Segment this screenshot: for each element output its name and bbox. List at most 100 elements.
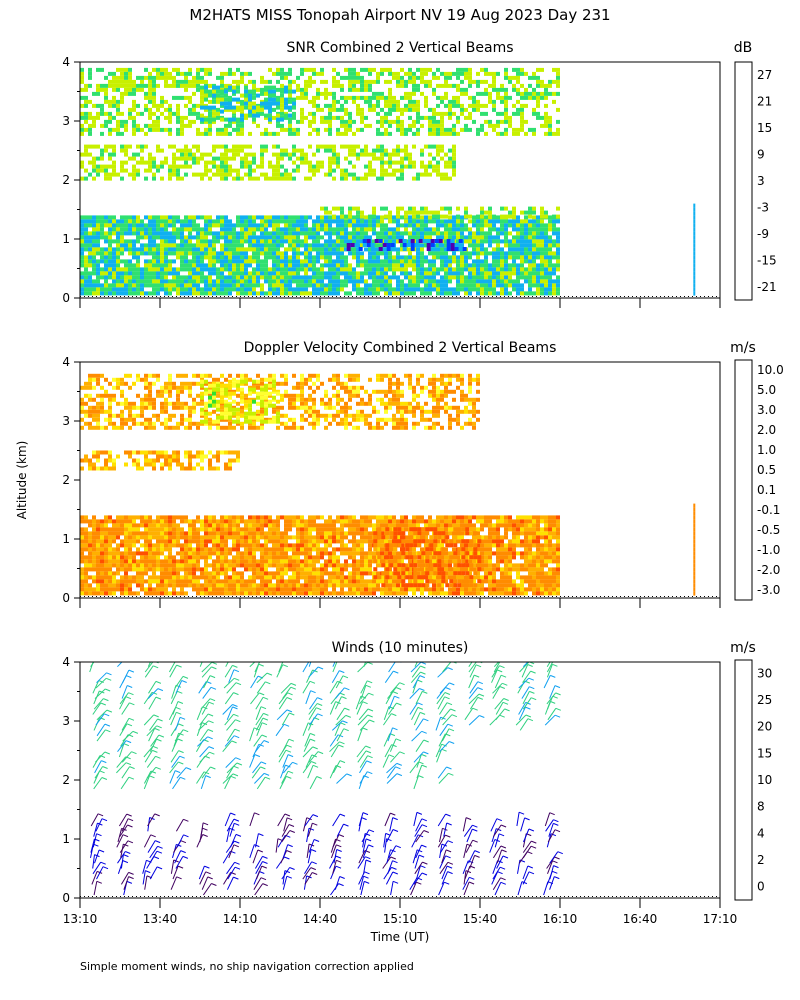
heatmap-cell [276, 235, 280, 240]
heatmap-cell [276, 164, 280, 169]
heatmap-cell [360, 176, 364, 181]
heatmap-cell [148, 547, 152, 552]
heatmap-cell [388, 156, 392, 161]
heatmap-cell [484, 131, 488, 136]
heatmap-cell [224, 101, 228, 106]
heatmap-cell [422, 239, 427, 243]
heatmap-cell [96, 575, 100, 580]
heatmap-cell [184, 559, 188, 564]
heatmap-cell [212, 148, 216, 153]
heatmap-cell [156, 523, 160, 528]
heatmap-cell [428, 235, 432, 240]
heatmap-cell [112, 227, 116, 232]
heatmap-cell [84, 543, 88, 548]
heatmap-cell [276, 97, 280, 102]
heatmap-cell [312, 115, 316, 120]
heatmap-cell [352, 271, 356, 276]
heatmap-cell [536, 215, 540, 220]
heatmap-cell [528, 127, 532, 132]
heatmap-cell [464, 235, 468, 240]
heatmap-cell [236, 123, 240, 128]
heatmap-cell [308, 99, 312, 104]
heatmap-cell [332, 263, 336, 268]
heatmap-cell [244, 219, 248, 224]
heatmap-cell [252, 215, 256, 220]
heatmap-cell [156, 168, 160, 173]
heatmap-cell [380, 215, 384, 220]
heatmap-cell [256, 255, 260, 260]
heatmap-cell [84, 287, 88, 292]
heatmap-cell [188, 107, 192, 112]
heatmap-cell [348, 214, 352, 219]
heatmap-cell [452, 131, 456, 136]
heatmap-cell [464, 275, 468, 280]
heatmap-cell [556, 75, 560, 80]
heatmap-cell [100, 267, 104, 272]
heatmap-cell [400, 176, 404, 181]
heatmap-cell [540, 227, 544, 232]
heatmap-cell [368, 103, 372, 108]
heatmap-cell [92, 156, 96, 161]
heatmap-cell [152, 160, 156, 165]
heatmap-cell [324, 172, 328, 177]
heatmap-cell [176, 219, 180, 224]
heatmap-cell [216, 89, 220, 94]
heatmap-cell [276, 243, 280, 248]
heatmap-cell [148, 79, 152, 84]
heatmap-cell [416, 287, 420, 292]
heatmap-cell [476, 255, 480, 260]
heatmap-cell [508, 283, 512, 288]
y-tick-label: 1 [62, 232, 70, 246]
heatmap-cell [440, 144, 444, 149]
heatmap-cell [420, 160, 424, 165]
heatmap-cell [344, 275, 348, 280]
heatmap-cell [532, 95, 536, 100]
heatmap-cell [176, 539, 180, 544]
heatmap-cell [272, 547, 276, 552]
heatmap-cell [512, 279, 516, 284]
heatmap-cell [108, 172, 112, 177]
heatmap-cell [260, 101, 264, 106]
heatmap-cell [264, 215, 268, 220]
heatmap-cell [424, 231, 428, 236]
heatmap-cell [492, 227, 496, 232]
heatmap-cell [516, 219, 520, 224]
heatmap-cell [544, 119, 548, 124]
heatmap-cell [144, 91, 148, 96]
heatmap-cell [184, 164, 188, 169]
heatmap-cell [364, 271, 368, 276]
heatmap-cell [304, 91, 308, 96]
heatmap-cell [504, 275, 508, 280]
heatmap-cell [92, 519, 96, 524]
heatmap-cell [268, 89, 272, 94]
heatmap-cell [96, 539, 100, 544]
heatmap-cell [220, 539, 224, 544]
heatmap-cell [172, 543, 176, 548]
heatmap-cell [316, 168, 320, 173]
heatmap-cell [204, 539, 208, 544]
heatmap-cell [88, 83, 92, 88]
heatmap-cell [440, 148, 444, 153]
heatmap-cell [316, 255, 320, 260]
heatmap-cell [528, 243, 532, 248]
heatmap-cell [352, 255, 356, 260]
heatmap-cell [232, 579, 236, 584]
heatmap-cell [92, 551, 96, 556]
heatmap-cell [548, 91, 552, 96]
heatmap-cell [376, 91, 380, 96]
heatmap-cell [136, 219, 140, 224]
heatmap-cell [316, 287, 320, 292]
heatmap-cell [152, 164, 156, 169]
heatmap-cell [92, 239, 96, 244]
heatmap-cell [380, 251, 384, 256]
heatmap-cell [340, 255, 344, 260]
heatmap-cell [100, 563, 104, 568]
heatmap-cell [368, 291, 372, 296]
heatmap-cell [432, 168, 436, 173]
heatmap-cell [148, 127, 152, 132]
heatmap-cell [272, 267, 276, 272]
heatmap-cell [132, 579, 136, 584]
heatmap-cell [116, 563, 120, 568]
heatmap-cell [492, 127, 496, 132]
heatmap-cell [408, 156, 412, 161]
